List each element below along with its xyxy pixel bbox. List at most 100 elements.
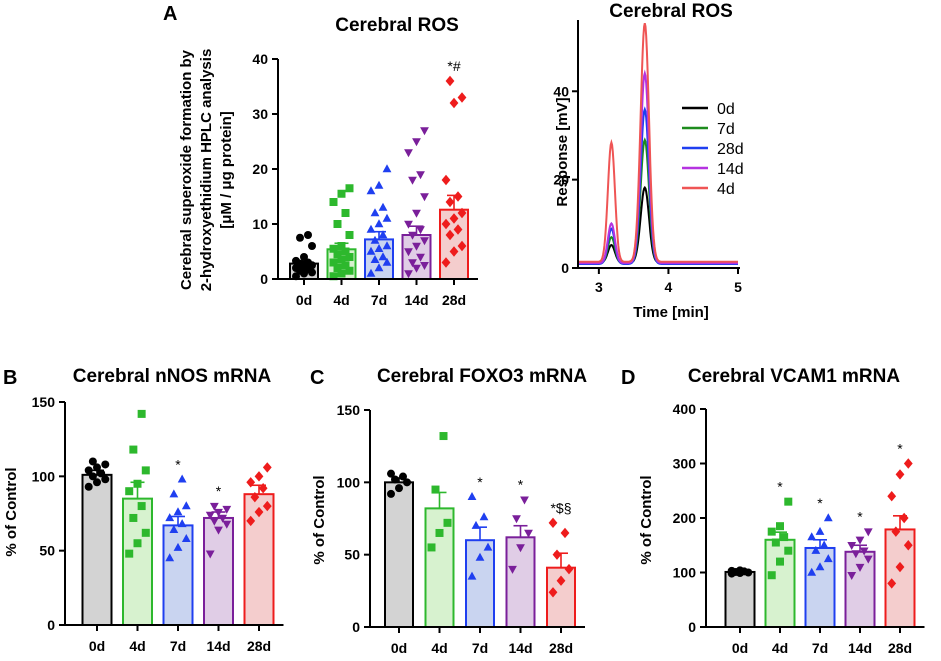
chart-A2-series-line-4d <box>578 22 738 263</box>
chart-C-y-ticks: 0 50 100 150 <box>337 402 370 635</box>
chart-C-point-4d <box>443 518 452 527</box>
chart-B-point-14d <box>222 520 232 529</box>
chart-A2-legend: 0d 7d 28d 14d 4d <box>682 101 744 198</box>
chart-A1-point-28d <box>449 213 459 224</box>
chart-B-point-0d <box>84 482 93 491</box>
chart-C-x-ticks: 0d 4d 7d 14d 28d <box>391 627 573 656</box>
chart-A2-axes <box>577 20 740 269</box>
chart-D-point-7d <box>815 562 825 571</box>
panel-letter-D: D <box>621 367 635 389</box>
chart-D-point-4d <box>776 557 784 566</box>
chart-D-point-14d <box>863 528 873 537</box>
chart-A2-legend-label-14d: 14d <box>717 161 744 178</box>
chart-A1-point-14d <box>404 270 413 279</box>
chart-D-point-28d <box>891 526 901 537</box>
chart-A2-xtick-label: 5 <box>734 279 742 295</box>
chart-C-point-0d <box>403 478 411 487</box>
chart-B-xtick-label: 7d <box>170 638 186 654</box>
chart-A1-point-4d <box>333 250 342 259</box>
chart-B-bar-group-28d <box>243 462 275 626</box>
chart-B-point-14d <box>209 517 219 526</box>
chart-D-title: Cerebral VCAM1 mRNA <box>688 366 900 387</box>
chart-A1-point-4d <box>337 255 346 264</box>
chart-A1-ylabel-line3: [μM / μg protein] <box>218 111 235 229</box>
chart-A1-point-4d <box>341 261 350 270</box>
chart-B-point-14d <box>205 550 215 559</box>
chart-B-point-0d <box>93 478 101 487</box>
chart-D-point-7d <box>823 513 833 522</box>
chart-A1-point-4d <box>345 184 354 193</box>
chart-D-point-14d <box>863 555 873 564</box>
chart-D-bars: * * * * <box>724 441 916 629</box>
chart-A1-point-4d <box>329 198 338 206</box>
chart-C-point-28d <box>548 517 558 529</box>
chart-C-significance-14d: * <box>518 477 524 493</box>
chart-A2-legend-label-28d: 28d <box>717 141 744 158</box>
chart-A1-point-0d <box>296 233 304 242</box>
chart-A1-point-7d <box>382 257 392 266</box>
chart-C-point-7d <box>479 512 489 521</box>
chart-B-bar-group-4d <box>122 409 153 626</box>
chart-D-point-0d <box>736 566 744 575</box>
chart-A1-point-4d <box>345 231 354 239</box>
chart-A1-point-14d <box>404 248 413 257</box>
chart-A1-point-0d <box>300 253 308 261</box>
chart-D-y-ticks: 0 100 200 300 400 <box>673 401 706 635</box>
chart-A2-lines <box>578 22 738 265</box>
chart-B-bar-group-0d <box>81 457 113 627</box>
chart-B-significance-7d: * <box>175 456 181 472</box>
chart-B-ytick-label: 100 <box>32 468 56 484</box>
chart-C-point-7d <box>467 571 477 580</box>
chart-B-y-ticks: 0 50 100 150 <box>32 394 65 633</box>
chart-A1-point-7d <box>382 164 392 173</box>
chart-D-ytick-label: 400 <box>673 401 697 417</box>
chart-B-point-14d <box>222 505 232 514</box>
chart-D-bar-group-4d: * <box>764 479 796 628</box>
chart-B-ytick-label: 150 <box>32 394 56 410</box>
chart-A1-point-28d <box>445 196 455 208</box>
chart-B-point-14d <box>205 511 215 520</box>
chart-D-xtick-label: 0d <box>732 640 748 656</box>
chart-D-point-4d <box>784 497 793 506</box>
chart-C-xtick-label: 0d <box>391 640 407 656</box>
chart-B-point-28d <box>250 491 260 503</box>
chart-A1-xtick-label: 0d <box>296 292 312 308</box>
chart-A1-point-7d <box>366 186 376 195</box>
chart-C-significance-7d: * <box>477 474 483 490</box>
chart-B-point-28d <box>262 500 272 512</box>
chart-A1-point-7d <box>370 208 380 217</box>
chart-D-point-4d <box>771 538 780 547</box>
chart-D-point-7d <box>807 532 817 541</box>
chart-C-xtick-label: 28d <box>549 640 573 656</box>
chart-D-point-7d <box>811 545 821 554</box>
chart-D-bar-group-0d <box>724 566 756 629</box>
chart-D-point-7d <box>823 554 833 563</box>
chart-A1-point-28d <box>457 207 467 219</box>
chart-A1-point-4d <box>329 272 338 281</box>
chart-A1-point-4d <box>333 264 342 272</box>
chart-C-point-14d <box>524 529 533 538</box>
chart-A1-point-4d <box>345 253 354 261</box>
chart-A1-point-14d <box>420 237 429 246</box>
chart-B-point-14d <box>214 508 223 517</box>
chart-B-title: Cerebral nNOS mRNA <box>73 366 272 387</box>
chart-B-point-4d <box>133 539 142 548</box>
chart-D-significance-14d: * <box>857 509 863 525</box>
chart-A1-bars: *# <box>289 58 469 281</box>
chart-C-point-28d <box>564 563 574 575</box>
chart-D-point-28d <box>887 578 897 589</box>
chart-A1-point-28d <box>453 191 463 202</box>
chart-A1-ytick-label: 40 <box>252 51 268 67</box>
chart-A1-point-7d <box>378 202 388 211</box>
chart-A1-point-14d <box>420 127 429 136</box>
chart-A1-ytick-label: 30 <box>252 106 268 122</box>
chart-C-bar-group-14d: * <box>505 477 536 628</box>
chart-A2-xtick-label: 4 <box>665 279 673 295</box>
chart-A1-point-28d <box>441 174 451 186</box>
chart-B-point-28d <box>254 471 264 482</box>
chart-D-point-4d <box>767 527 776 536</box>
chart-A2-series-line-14d <box>578 69 738 265</box>
chart-D-significance-4d: * <box>777 479 783 495</box>
chart-B-point-0d <box>101 460 110 469</box>
chart-D-point-4d <box>784 546 793 555</box>
